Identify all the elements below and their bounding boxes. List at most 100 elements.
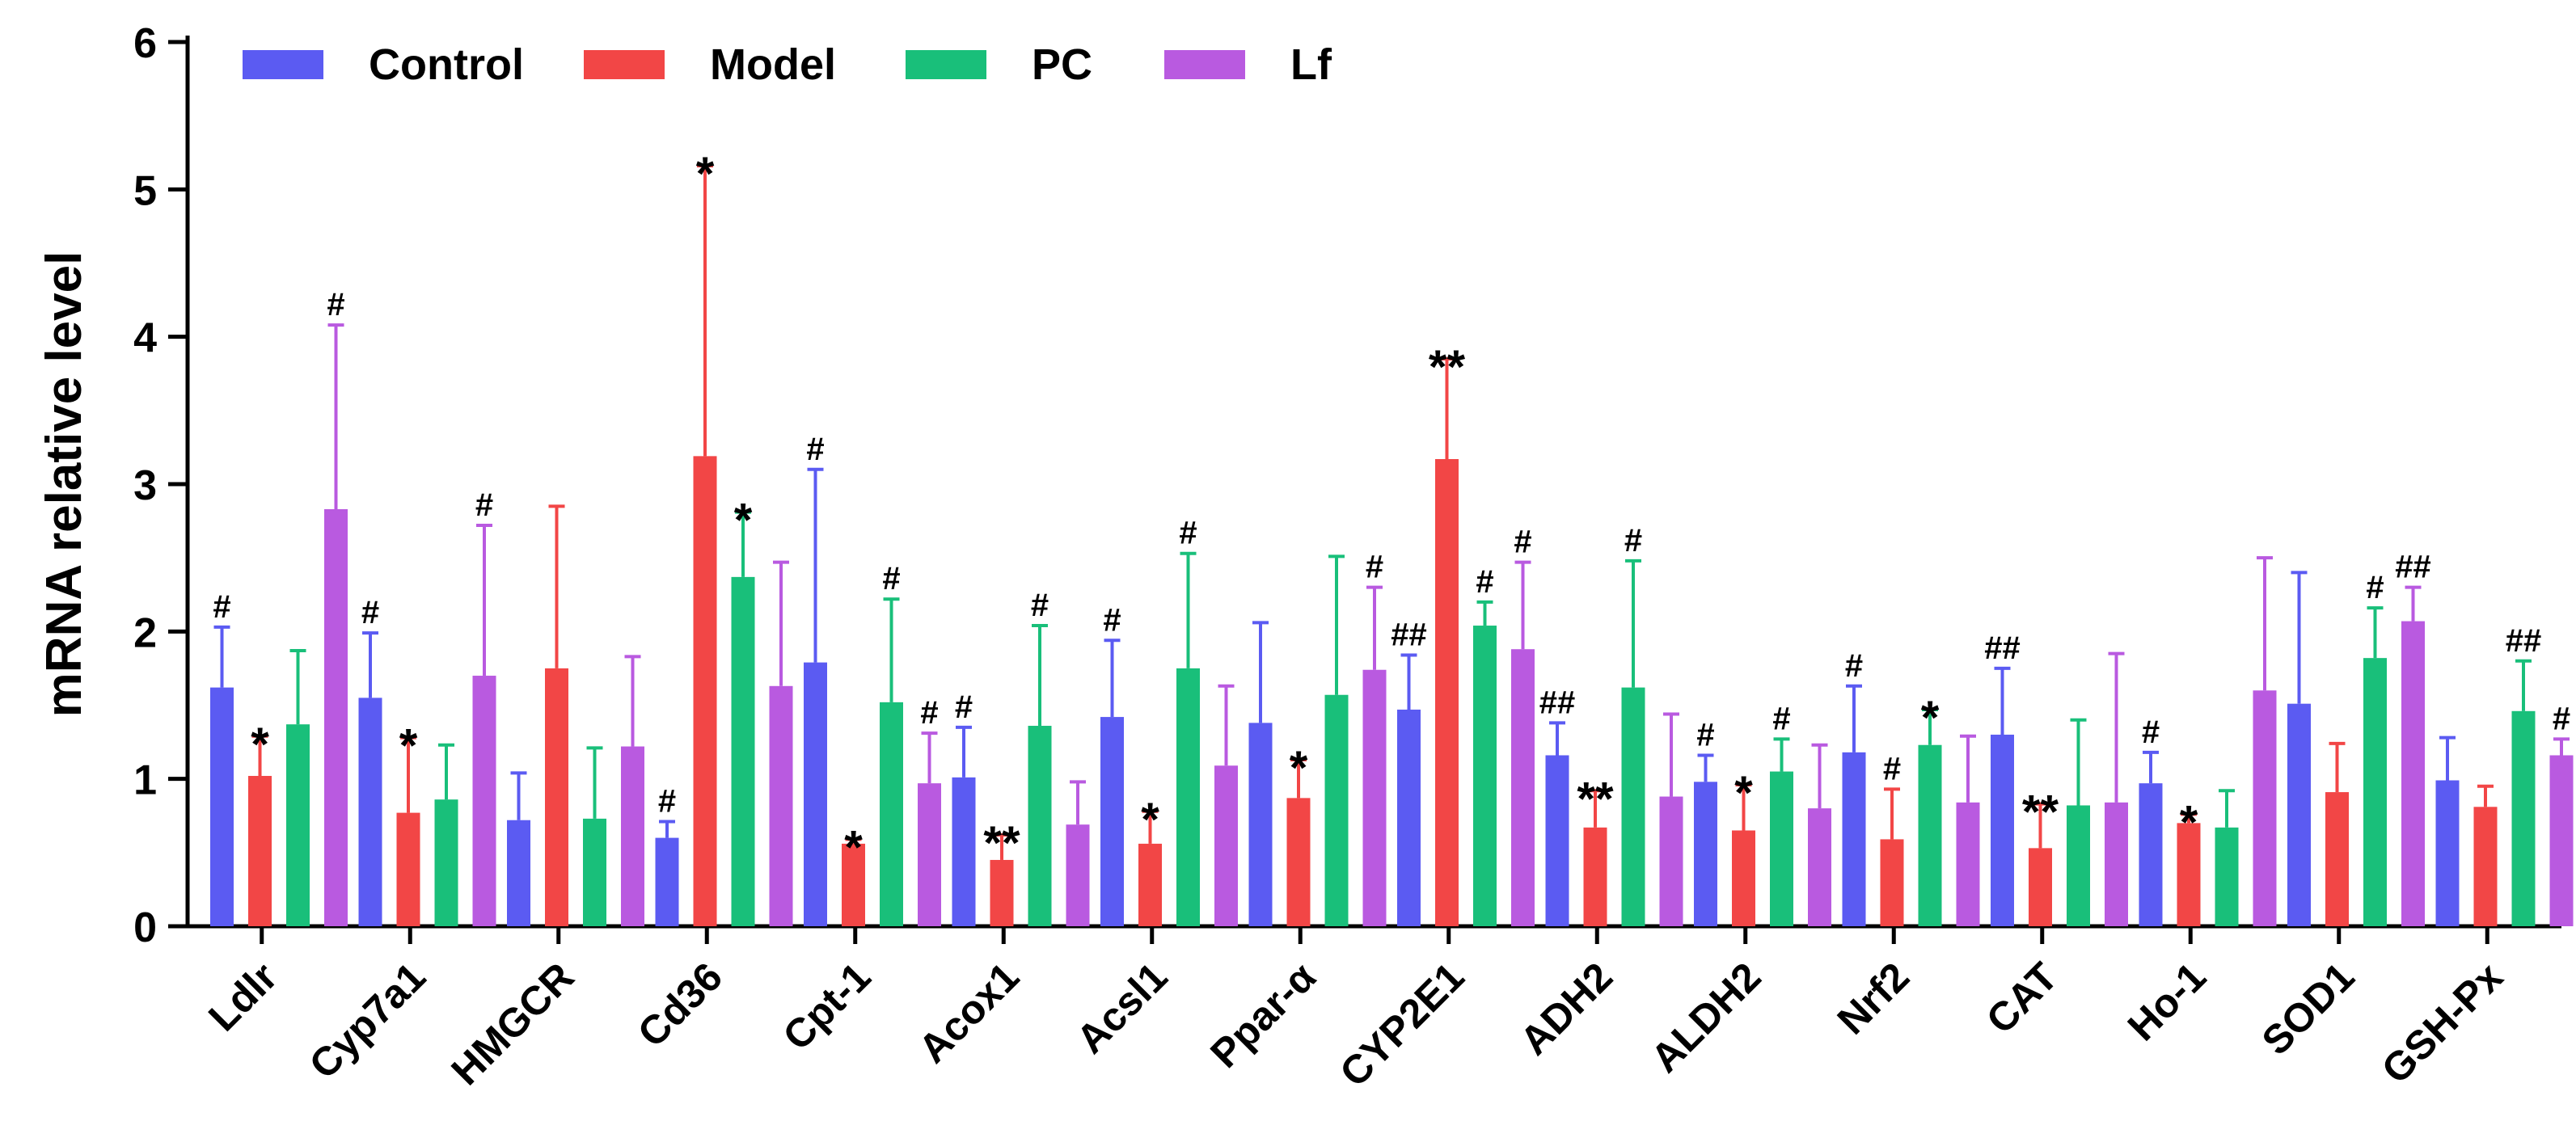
bar-model xyxy=(2325,792,2349,926)
bar-control xyxy=(1545,755,1569,926)
legend-label-model: Model xyxy=(710,40,836,89)
bar-pc xyxy=(1324,694,1349,926)
x-tick-label: Cd36 xyxy=(629,954,731,1056)
significance-mark: # xyxy=(1883,751,1901,786)
bar-model xyxy=(990,859,1014,926)
bar-model xyxy=(842,843,865,926)
significance-mark: * xyxy=(696,148,715,200)
bar-pc xyxy=(880,702,903,926)
significance-mark: # xyxy=(1031,588,1049,623)
significance-mark: # xyxy=(1772,701,1790,736)
bar-lf xyxy=(1066,824,1090,926)
bar-model xyxy=(396,812,420,926)
x-tick-label: HMGCR xyxy=(442,954,582,1094)
significance-mark: ## xyxy=(2395,550,2431,585)
significance-mark: ## xyxy=(1391,617,1427,653)
bar-model xyxy=(1732,830,1755,926)
x-tick-label: Ppar-α xyxy=(1201,954,1324,1077)
x-tick-label: SOD1 xyxy=(2253,954,2363,1064)
x-tick-label: ALDH2 xyxy=(1642,954,1769,1081)
x-tick-label: Nrf2 xyxy=(1829,954,1918,1043)
significance-mark: # xyxy=(1514,525,1531,560)
bar-model xyxy=(1880,839,1904,926)
bar-pc xyxy=(1621,687,1645,926)
significance-mark: # xyxy=(1845,648,1863,684)
bar-model xyxy=(545,668,568,926)
significance-mark: # xyxy=(1179,516,1197,551)
bar-lf xyxy=(1659,796,1683,926)
significance-mark: # xyxy=(327,287,344,322)
significance-mark: ** xyxy=(2022,786,2059,839)
bar-lf xyxy=(2253,690,2277,926)
legend-label-control: Control xyxy=(369,40,524,89)
y-tick-label: 4 xyxy=(133,315,157,362)
significance-mark: ## xyxy=(1984,630,2021,666)
bar-control xyxy=(1397,709,1421,926)
x-tick-label: ADH2 xyxy=(1511,954,1621,1064)
bar-control xyxy=(507,820,530,926)
bar-control xyxy=(2435,780,2460,926)
bar-lf xyxy=(2105,802,2128,926)
y-tick-label: 3 xyxy=(133,462,157,509)
bar-control xyxy=(1100,717,1124,926)
y-tick-label: 5 xyxy=(133,167,157,214)
significance-mark: * xyxy=(1290,742,1308,794)
x-tick-label: CYP2E1 xyxy=(1331,954,1472,1095)
significance-mark: * xyxy=(844,821,863,874)
significance-mark: # xyxy=(2366,570,2384,605)
bar-control xyxy=(1694,782,1717,926)
bar-lf xyxy=(769,685,793,926)
significance-mark: # xyxy=(213,589,230,625)
bar-lf xyxy=(2401,621,2425,926)
bar-lf xyxy=(1511,649,1535,926)
significance-mark: * xyxy=(734,495,753,547)
significance-mark: ** xyxy=(1429,341,1466,394)
bar-control xyxy=(952,777,976,926)
significance-mark: # xyxy=(2553,701,2570,736)
bar-pc xyxy=(1473,626,1497,926)
bar-control xyxy=(655,837,679,926)
legend-swatch-pc xyxy=(906,50,986,79)
bar-lf xyxy=(1214,765,1238,926)
x-tick-label: Ldlr xyxy=(200,954,285,1039)
bar-pc xyxy=(1028,726,1052,926)
bar-control xyxy=(358,698,382,926)
significance-mark: # xyxy=(955,689,973,725)
bar-control xyxy=(210,687,234,926)
bar-pc xyxy=(2511,710,2536,926)
bar-pc xyxy=(2363,658,2387,926)
bar-pc xyxy=(1176,668,1200,926)
bar-pc xyxy=(731,576,755,926)
bar-model xyxy=(1138,843,1162,926)
bar-lf xyxy=(621,746,644,926)
significance-mark: * xyxy=(1734,767,1753,820)
y-tick-label: 6 xyxy=(133,20,157,67)
x-tick-label: CAT xyxy=(1978,954,2067,1043)
significance-mark: # xyxy=(920,695,938,731)
x-tick-label: Acox1 xyxy=(910,954,1028,1072)
bar-lf xyxy=(1362,669,1387,926)
significance-mark: ** xyxy=(983,817,1020,870)
legend-swatch-model xyxy=(584,50,665,79)
bar-control xyxy=(804,662,827,926)
significance-mark: ## xyxy=(1539,685,1576,720)
bar-pc xyxy=(2215,827,2239,926)
legend-swatch-control xyxy=(243,50,323,79)
significance-mark: # xyxy=(361,595,379,630)
bar-pc xyxy=(1918,744,1942,926)
bar-pc xyxy=(434,799,458,926)
bar-lf xyxy=(1808,808,1831,926)
significance-mark: * xyxy=(2180,796,2198,849)
bar-control xyxy=(2287,703,2311,926)
significance-mark: * xyxy=(399,720,418,773)
significance-mark: * xyxy=(1141,794,1159,846)
bar-model xyxy=(1583,827,1607,926)
significance-mark: # xyxy=(1366,550,1383,585)
bar-pc xyxy=(286,724,310,926)
significance-mark: # xyxy=(2142,714,2160,750)
significance-mark: # xyxy=(806,432,824,467)
significance-mark: # xyxy=(1103,602,1121,638)
bar-model xyxy=(693,456,717,926)
significance-mark: # xyxy=(882,561,900,596)
